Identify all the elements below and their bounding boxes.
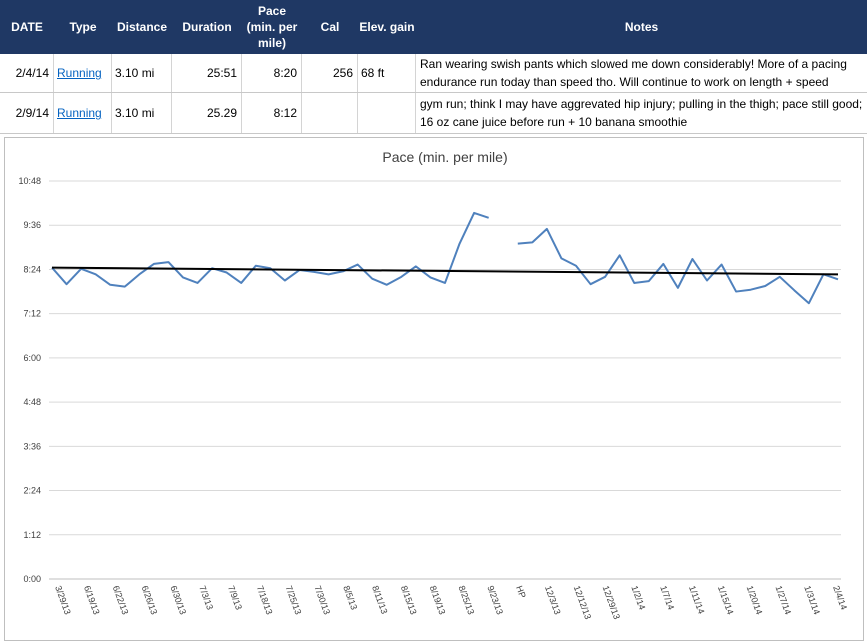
cell-pace[interactable]: 8:20	[242, 54, 302, 92]
y-tick-label: 7:12	[23, 309, 41, 319]
x-tick-label: 8/15/13	[399, 584, 419, 616]
y-tick-label: 0:00	[23, 574, 41, 584]
cell-distance[interactable]: 3.10 mi	[112, 93, 172, 133]
cell-elev[interactable]	[358, 93, 416, 133]
header-date[interactable]: DATE	[11, 20, 43, 34]
cell-type[interactable]: Running	[54, 93, 112, 133]
x-tick-label: 8/11/13	[370, 584, 389, 615]
y-tick-label: 8:24	[23, 264, 41, 274]
y-tick-label: 4:48	[23, 397, 41, 407]
x-tick-label: 12/3/13	[543, 584, 563, 616]
header-row: DATE Type Distance Duration Pace (min. p…	[0, 0, 867, 54]
cell-cal[interactable]: 256	[302, 54, 358, 92]
cell-notes[interactable]: gym run; think I may have aggrevated hip…	[420, 97, 863, 129]
y-tick-label: 10:48	[18, 176, 41, 186]
x-tick-label: 7/18/13	[255, 584, 275, 616]
x-tick-label: 7/30/13	[312, 584, 332, 616]
x-tick-label: 12/12/13	[572, 584, 593, 620]
x-tick-label: 1/27/14	[773, 584, 793, 616]
x-tick-label: 1/7/14	[658, 584, 676, 611]
x-tick-label: 1/15/14	[716, 584, 736, 616]
cell-date[interactable]: 2/4/14	[0, 54, 54, 92]
x-tick-label: 7/3/13	[197, 584, 215, 611]
y-tick-label: 3:36	[23, 441, 41, 451]
x-tick-label: 3/29/13	[53, 584, 73, 616]
type-link[interactable]: Running	[57, 66, 102, 80]
y-tick-label: 2:24	[23, 486, 41, 496]
cell-type[interactable]: Running	[54, 54, 112, 92]
x-tick-label: 6/26/13	[140, 584, 160, 616]
x-tick-label: 12/29/13	[601, 584, 622, 620]
cell-date[interactable]: 2/9/14	[0, 93, 54, 133]
x-tick-label: 8/19/13	[428, 584, 448, 616]
header-duration[interactable]: Duration	[182, 20, 232, 34]
type-link[interactable]: Running	[57, 106, 102, 120]
x-tick-label: 9/23/13	[485, 584, 505, 616]
trend-line	[51, 266, 839, 276]
header-cal[interactable]: Cal	[320, 20, 340, 34]
y-tick-label: 6:00	[23, 353, 41, 363]
x-tick-label: 1/11/14	[687, 584, 706, 615]
pace-chart[interactable]: Pace (min. per mile) 0:00 1:12 2:24 3:36 4:48…	[4, 137, 864, 641]
cell-cal[interactable]	[302, 93, 358, 133]
cell-distance[interactable]: 3.10 mi	[112, 54, 172, 92]
y-tick-label: 1:12	[23, 530, 41, 540]
x-tick-label: 1/20/14	[745, 584, 765, 616]
pace-series-line	[517, 227, 839, 305]
x-tick-label: 7/9/13	[226, 584, 244, 611]
cell-duration[interactable]: 25.29	[172, 93, 242, 133]
x-tick-label: 1/2/14	[629, 584, 647, 611]
cell-elev[interactable]: 68 ft	[358, 54, 416, 92]
x-tick-label: 1/31/14	[802, 584, 822, 616]
header-type[interactable]: Type	[69, 20, 97, 34]
chart-title: Pace (min. per mile)	[382, 149, 507, 165]
header-pace[interactable]: Pace (min. per mile)	[246, 4, 298, 50]
x-tick-label: 2/4/14	[831, 584, 849, 611]
table-row: 2/4/14 Running 3.10 mi 25:51 8:20 256 68…	[0, 54, 867, 93]
x-tick-label: 8/5/13	[341, 584, 359, 611]
table-row: 2/9/14 Running 3.10 mi 25.29 8:12 gym ru…	[0, 93, 867, 134]
y-tick-label: 9:36	[23, 220, 41, 230]
x-tick-label: 7/25/13	[284, 584, 304, 616]
pace-chart-svg: Pace (min. per mile) 0:00 1:12 2:24 3:36 4:48…	[18, 149, 849, 621]
x-tick-label: 8/25/13	[457, 584, 477, 616]
x-tick-label: 6/22/13	[111, 584, 131, 616]
header-distance[interactable]: Distance	[116, 20, 168, 34]
x-tick-label: 6/30/13	[168, 584, 188, 616]
cell-notes[interactable]: Ran wearing swish pants which slowed me …	[420, 57, 847, 89]
header-notes[interactable]: Notes	[624, 20, 659, 34]
header-elev[interactable]: Elev. gain	[359, 20, 415, 34]
x-tick-label: 6/19/13	[82, 584, 102, 616]
cell-duration[interactable]: 25:51	[172, 54, 242, 92]
x-tick-label: HP	[514, 584, 528, 599]
cell-pace[interactable]: 8:12	[242, 93, 302, 133]
pace-series-line	[51, 211, 489, 288]
